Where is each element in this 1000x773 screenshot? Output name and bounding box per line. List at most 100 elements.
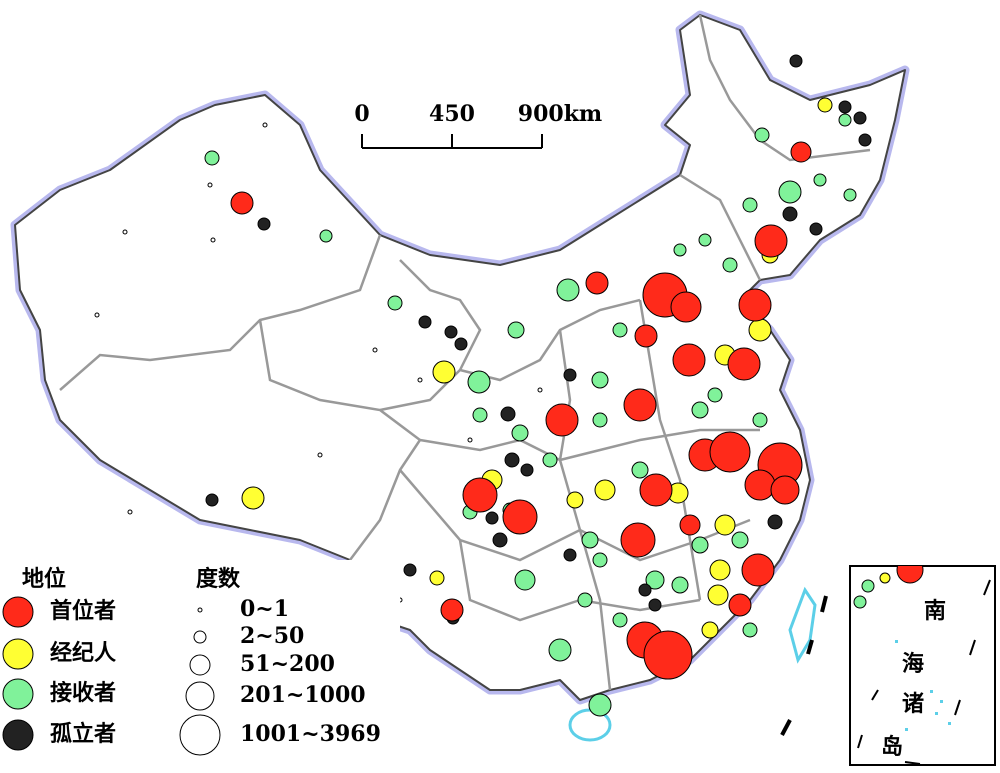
city-node [581, 531, 599, 549]
boundary-dashes [780, 595, 828, 736]
city-node [472, 407, 488, 423]
size-swatch [179, 714, 221, 756]
city-node [507, 321, 525, 339]
city-node [462, 477, 498, 513]
city-node [843, 188, 857, 202]
legend-label: 1001~3969 [240, 721, 381, 747]
city-node [372, 347, 378, 353]
city-node [204, 150, 220, 166]
city-node [262, 122, 268, 128]
city-node [752, 412, 768, 428]
city-node [789, 54, 803, 68]
city-node [511, 424, 529, 442]
city-node [639, 473, 673, 507]
city-node [742, 197, 758, 213]
city-node [319, 229, 333, 243]
size-swatch [197, 607, 203, 613]
city-node [817, 97, 833, 113]
city-node [731, 531, 749, 549]
city-node [542, 452, 558, 468]
city-node [467, 370, 491, 394]
border [459, 298, 641, 382]
scale-label: 450 [429, 101, 475, 127]
city-node [838, 113, 852, 127]
dash [983, 579, 991, 596]
city-node [744, 469, 776, 501]
city-node [707, 584, 729, 606]
city-node [432, 360, 456, 384]
city-node [520, 463, 534, 477]
city-node [537, 387, 543, 393]
inset: 南 海 诸 岛 [849, 565, 996, 766]
inset-label: 岛 [881, 734, 903, 760]
city-nodes [94, 54, 872, 717]
taiwan [788, 586, 817, 664]
city-node [645, 570, 665, 590]
city-node [709, 559, 731, 581]
city-node [585, 271, 609, 295]
city-node [634, 324, 658, 348]
city-node [418, 315, 432, 329]
city-node [691, 536, 709, 554]
city-node [230, 191, 254, 215]
island [895, 640, 898, 643]
scale-label: 900km [518, 101, 602, 127]
city-node [714, 514, 736, 536]
inset-node [896, 566, 924, 584]
dash [820, 595, 828, 613]
city-node [122, 229, 128, 235]
border [379, 259, 482, 412]
dash [954, 699, 961, 716]
dash [969, 639, 976, 656]
city-node [205, 493, 219, 507]
city-node [648, 598, 662, 612]
city-node [728, 593, 752, 617]
dash [806, 639, 814, 655]
city-node [563, 368, 577, 382]
city-node [241, 486, 265, 510]
dash [857, 734, 863, 749]
dash [904, 761, 921, 765]
city-node [417, 377, 423, 383]
legend-label: 经纪人 [50, 640, 116, 666]
inset-dashes [857, 579, 991, 765]
city-node [594, 479, 616, 501]
city-node [748, 318, 772, 342]
island [905, 728, 908, 731]
scale-label: 0 [354, 101, 369, 127]
city-node [671, 576, 689, 594]
legend-title: 度数 [196, 566, 241, 592]
border [258, 319, 422, 561]
city-node [429, 570, 445, 586]
island [948, 722, 951, 725]
city-node [853, 111, 867, 125]
border [419, 428, 760, 462]
city-node [858, 133, 872, 147]
city-node [592, 552, 608, 568]
legend-swatch [2, 719, 34, 751]
city-node [838, 100, 852, 114]
city-node [754, 224, 788, 258]
city-node [673, 243, 687, 257]
inset-label: 南 [924, 598, 946, 624]
city-node [485, 511, 499, 525]
city-node [556, 278, 580, 302]
city-node [94, 312, 100, 318]
city-node [698, 233, 712, 247]
legend-swatch [2, 678, 34, 710]
inset-node [861, 579, 875, 593]
city-node [210, 237, 216, 243]
legend-label: 0~1 [240, 596, 289, 622]
city-node [317, 452, 323, 458]
city-node [566, 491, 584, 509]
city-node [207, 182, 213, 188]
islands [895, 640, 951, 731]
city-node [643, 630, 693, 680]
city-node [727, 347, 761, 381]
size-swatch [189, 654, 211, 676]
city-node [670, 291, 702, 323]
city-node [403, 563, 417, 577]
city-node [638, 583, 652, 597]
island [930, 690, 933, 693]
